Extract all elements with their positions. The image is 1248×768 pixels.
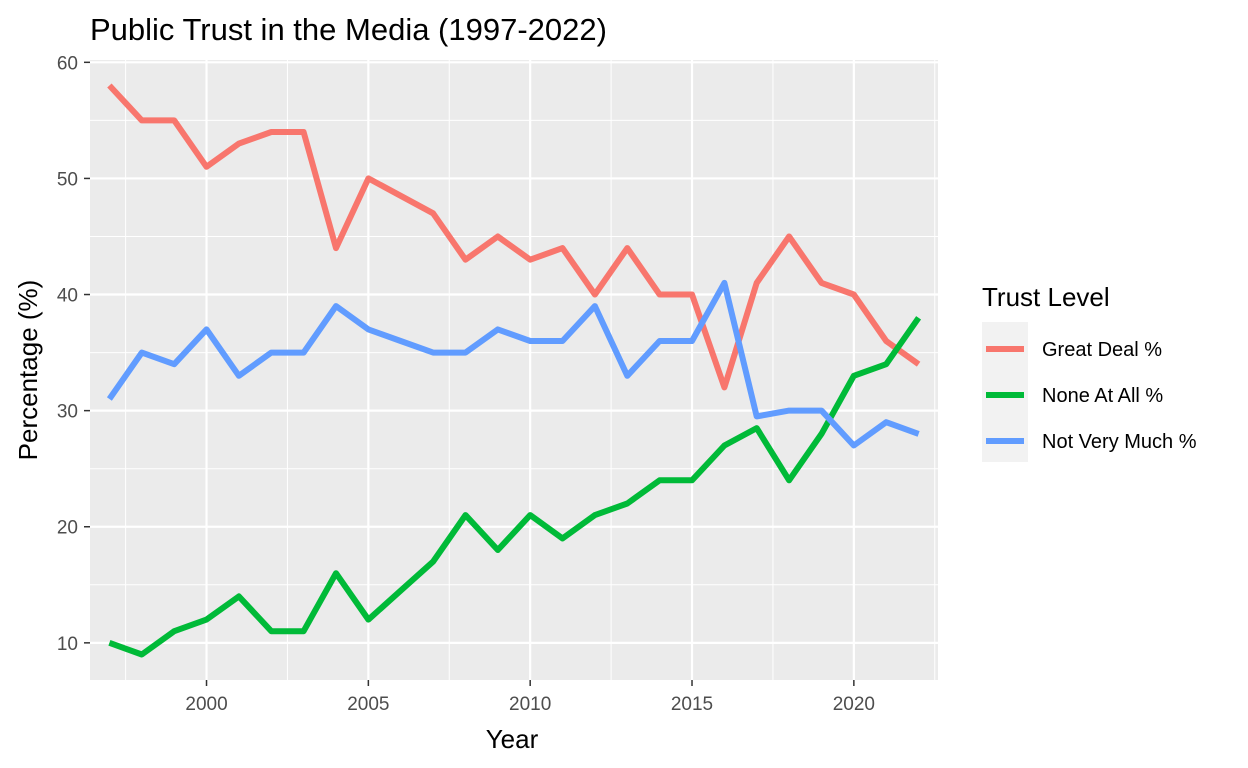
x-axis-title: Year — [486, 724, 539, 754]
series-line-2 — [108, 316, 922, 658]
chart-title: Public Trust in the Media (1997-2022) — [90, 12, 607, 47]
x-axis: 2000 2005 2010 2015 2020 — [185, 680, 875, 715]
series-line-3 — [106, 279, 920, 449]
x-tick-label: 2010 — [509, 694, 551, 715]
y-axis-title: Percentage (%) — [13, 280, 43, 461]
series-line-1 — [107, 83, 921, 391]
y-tick-label: 30 — [57, 402, 78, 423]
legend-label: None At All % — [1042, 385, 1163, 407]
minor-gridlines — [90, 60, 938, 680]
y-tick-label: 50 — [57, 169, 78, 190]
x-tick-label: 2005 — [347, 694, 389, 715]
y-tick-label: 20 — [57, 518, 78, 539]
x-tick-label: 2000 — [185, 694, 227, 715]
plot-panel — [90, 60, 938, 680]
y-tick-label: 40 — [57, 286, 78, 307]
y-axis: 10 20 30 40 50 60 — [57, 53, 90, 655]
x-tick-label: 2015 — [671, 694, 713, 715]
x-tick-label: 2020 — [833, 694, 875, 715]
y-tick-label: 60 — [57, 53, 78, 74]
legend-label: Great Deal % — [1042, 339, 1162, 361]
legend: Trust Level Great Deal % None At All % Not… — [982, 282, 1197, 462]
series-lines — [106, 83, 922, 658]
legend-label: Not Very Much % — [1042, 431, 1197, 453]
y-tick-label: 10 — [57, 634, 78, 655]
legend-title: Trust Level — [982, 282, 1110, 312]
